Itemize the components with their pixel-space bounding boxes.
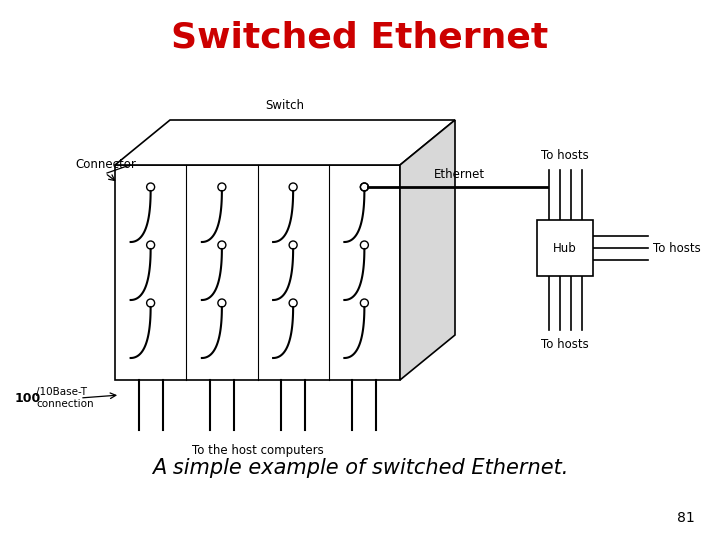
Text: 100: 100 <box>15 392 41 404</box>
Text: To hosts: To hosts <box>653 241 701 254</box>
Text: Switch: Switch <box>266 99 305 112</box>
Text: Ethernet: Ethernet <box>434 168 485 181</box>
Text: To hosts: To hosts <box>541 338 589 351</box>
Bar <box>537 220 593 276</box>
Polygon shape <box>400 120 455 380</box>
Text: To hosts: To hosts <box>541 149 589 162</box>
Text: A simple example of switched Ethernet.: A simple example of switched Ethernet. <box>152 458 568 478</box>
Bar <box>115 165 400 380</box>
Text: To the host computers: To the host computers <box>192 444 323 457</box>
Text: 81: 81 <box>678 511 695 525</box>
Text: Switched Ethernet: Switched Ethernet <box>171 21 549 55</box>
Text: /10Base-T
connection: /10Base-T connection <box>36 387 94 409</box>
Polygon shape <box>115 120 455 165</box>
Text: Connector: Connector <box>75 159 136 172</box>
Text: Hub: Hub <box>553 241 577 254</box>
